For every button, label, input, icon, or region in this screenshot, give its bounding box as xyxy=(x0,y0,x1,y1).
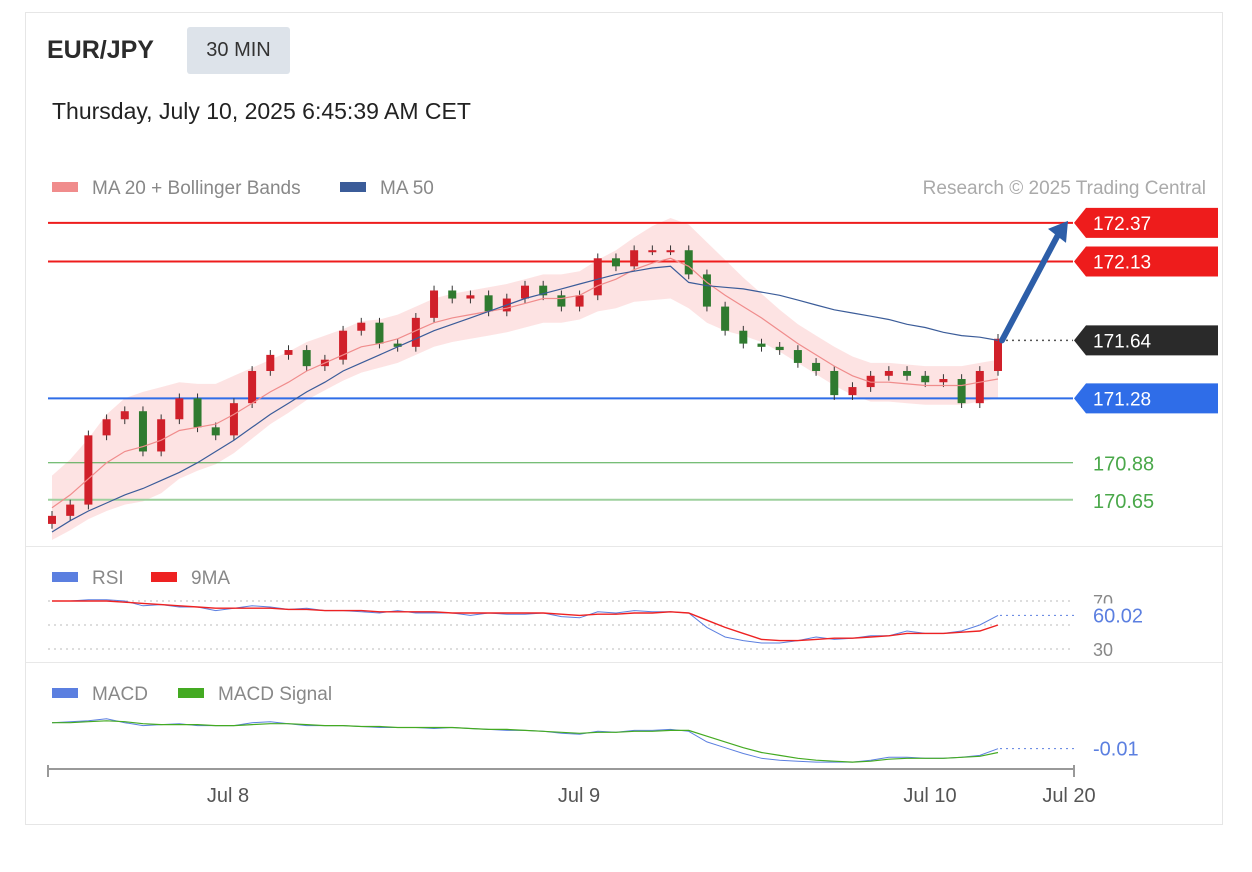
symbol-title: EUR/JPY xyxy=(47,36,154,64)
legend-swatch-9ma xyxy=(151,572,177,582)
candle xyxy=(921,375,930,383)
candle xyxy=(284,350,293,355)
candle xyxy=(702,274,711,307)
candle xyxy=(157,419,166,452)
timeframe-button[interactable]: 30 MIN xyxy=(187,27,290,74)
candle xyxy=(757,343,766,347)
candle xyxy=(66,504,75,516)
timestamp: Thursday, July 10, 2025 6:45:39 AM CET xyxy=(52,98,471,124)
candle xyxy=(957,379,966,404)
candle xyxy=(248,370,257,404)
legend-label-macd: MACD xyxy=(92,684,148,705)
candle xyxy=(884,370,893,376)
legend-swatch-ma20 xyxy=(52,182,78,192)
candle xyxy=(102,419,111,436)
level-label-tag xyxy=(1074,383,1218,414)
candle xyxy=(411,317,420,347)
rsi-line xyxy=(52,599,999,644)
candle xyxy=(830,370,839,396)
candle xyxy=(721,306,730,331)
candle xyxy=(175,398,184,420)
macd-last-label: -0.01 xyxy=(1093,739,1139,761)
candle xyxy=(630,250,639,267)
target-arrow xyxy=(999,231,1061,344)
candle xyxy=(812,362,821,371)
candle xyxy=(903,370,912,376)
candle xyxy=(521,285,529,299)
candle xyxy=(611,258,620,267)
candle xyxy=(684,250,693,275)
candle xyxy=(739,330,748,344)
legend-label-9ma: 9MA xyxy=(191,568,230,589)
candle xyxy=(575,295,584,307)
candle xyxy=(793,350,802,363)
legend-swatch-rsi xyxy=(52,572,78,582)
level-label: 171.64 xyxy=(1093,331,1152,352)
legend-label-rsi: RSI xyxy=(92,568,124,589)
candle xyxy=(539,285,548,296)
panel-divider xyxy=(26,662,1222,663)
legend-label-ma20: MA 20 + Bollinger Bands xyxy=(92,178,301,199)
bollinger-band xyxy=(52,218,998,540)
candle xyxy=(593,258,602,296)
candle xyxy=(648,250,657,253)
candle xyxy=(975,370,984,404)
candle xyxy=(211,427,220,436)
ma20-line xyxy=(51,257,999,509)
legend-swatch-macd-signal xyxy=(178,688,204,698)
legend-label-macd-signal: MACD Signal xyxy=(218,684,332,705)
candle xyxy=(84,435,93,505)
level-label-tag xyxy=(1074,246,1218,277)
candle xyxy=(448,290,457,299)
candle xyxy=(48,515,56,524)
candle xyxy=(120,411,129,420)
candle xyxy=(229,403,238,436)
candle xyxy=(866,375,875,388)
level-label: 172.13 xyxy=(1093,253,1151,274)
candle xyxy=(339,330,348,360)
candle xyxy=(302,350,311,367)
candle xyxy=(138,411,147,452)
candle xyxy=(557,295,566,307)
rsi-last-label-bg xyxy=(1088,603,1148,628)
target-arrow-head xyxy=(1048,220,1068,243)
candle xyxy=(994,338,1002,371)
x-tick-label: Jul 8 xyxy=(207,785,249,807)
ma50-line xyxy=(51,265,999,533)
candle xyxy=(666,250,675,253)
candle xyxy=(939,379,948,383)
x-tick-label: Jul 20 xyxy=(1042,785,1095,807)
level-label: 170.65 xyxy=(1093,491,1154,513)
candle xyxy=(375,322,384,344)
level-label-tag xyxy=(1074,207,1218,238)
candle xyxy=(193,398,202,428)
candle xyxy=(430,290,439,318)
legend-swatch-ma50 xyxy=(340,182,366,192)
rsi-last-label: 60.02 xyxy=(1093,605,1143,627)
level-label-tag xyxy=(1074,325,1218,356)
copyright-text: Research © 2025 Trading Central xyxy=(923,178,1206,199)
level-label: 170.88 xyxy=(1093,454,1154,476)
candle xyxy=(775,346,784,351)
macd-line xyxy=(51,718,999,763)
candle xyxy=(484,295,493,312)
legend-swatch-macd xyxy=(52,688,78,698)
x-tick-label: Jul 9 xyxy=(558,785,600,807)
candle xyxy=(393,343,402,347)
candle xyxy=(466,295,475,299)
candle xyxy=(266,354,275,371)
macd-signal-line xyxy=(52,720,999,763)
candle xyxy=(848,387,857,396)
candle xyxy=(357,322,366,331)
legend-label-ma50: MA 50 xyxy=(380,178,434,199)
rsi-reference-label: 30 xyxy=(1093,640,1113,660)
level-label: 171.28 xyxy=(1093,389,1151,410)
x-tick-label: Jul 10 xyxy=(903,785,956,807)
level-label: 172.37 xyxy=(1093,214,1151,235)
rsi-ma-line xyxy=(52,600,999,642)
panel-divider xyxy=(26,546,1222,547)
